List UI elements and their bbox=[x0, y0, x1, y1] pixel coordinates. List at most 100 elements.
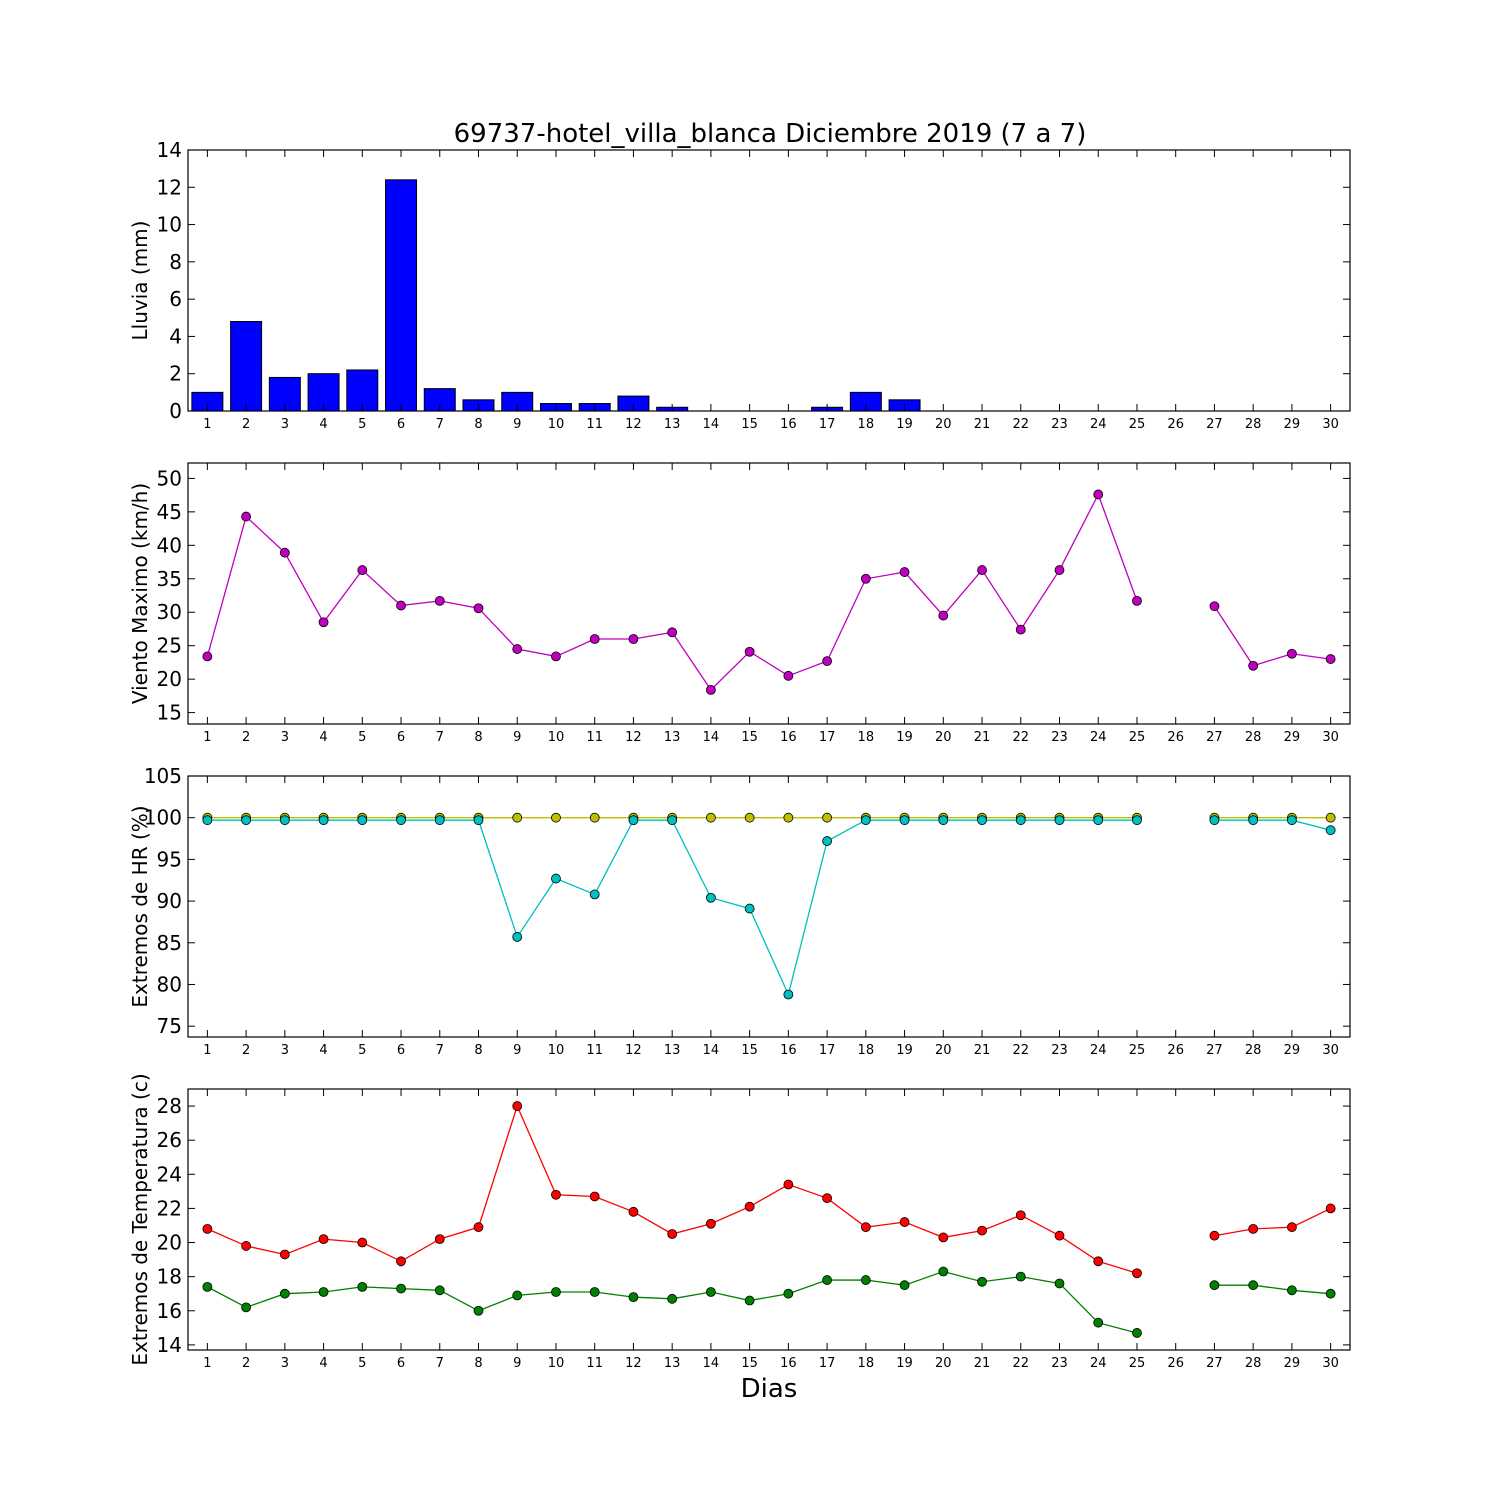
y-tick-label: 40 bbox=[157, 533, 182, 557]
series-2-point-day-3 bbox=[279, 815, 290, 826]
y-axis-label: Lluvia (mm) bbox=[128, 221, 152, 341]
series-2-point-day-14 bbox=[706, 1287, 716, 1297]
x-tick-label: 14 bbox=[703, 1356, 720, 1371]
x-tick-label: 22 bbox=[1012, 1356, 1029, 1371]
x-tick-label: 9 bbox=[513, 1356, 521, 1371]
series-1-line-segment bbox=[1213, 605, 1331, 667]
x-tick-label: 13 bbox=[664, 1043, 681, 1058]
series-1-point-day-28 bbox=[1248, 660, 1259, 671]
x-tick-label: 13 bbox=[664, 1356, 681, 1371]
x-tick-label: 30 bbox=[1322, 417, 1339, 432]
x-tick-label: 27 bbox=[1206, 417, 1223, 432]
y-tick-label: 2 bbox=[169, 362, 182, 386]
series-2-point-day-1 bbox=[202, 1281, 213, 1292]
y-tick-label: 50 bbox=[157, 466, 182, 490]
x-tick-label: 18 bbox=[858, 1043, 875, 1058]
x-tick-label: 10 bbox=[548, 1356, 565, 1371]
series-1-point-day-13 bbox=[667, 1229, 678, 1239]
y-tick-label: 45 bbox=[157, 500, 182, 524]
series-2-point-day-1 bbox=[202, 815, 213, 826]
x-tick-label: 20 bbox=[935, 1356, 952, 1371]
x-tick-label: 7 bbox=[436, 417, 444, 432]
series-1-point-day-9 bbox=[512, 644, 523, 654]
series-1-point-day-24 bbox=[1093, 1256, 1104, 1267]
series-2-point-day-29 bbox=[1287, 1285, 1297, 1296]
x-tick-label: 1 bbox=[203, 730, 211, 745]
series-2-point-day-13 bbox=[667, 815, 678, 826]
series-1-point-day-27 bbox=[1209, 1230, 1220, 1241]
x-tick-label: 1 bbox=[203, 1043, 211, 1058]
series-1-point-day-29 bbox=[1287, 1222, 1297, 1233]
series-1-point-day-2 bbox=[241, 1241, 252, 1251]
series-2-point-day-21 bbox=[977, 1276, 987, 1287]
y-tick-label: 75 bbox=[157, 1014, 182, 1038]
x-tick-label: 2 bbox=[242, 730, 250, 745]
series-2-point-day-17 bbox=[822, 1275, 832, 1285]
x-tick-label: 29 bbox=[1284, 417, 1301, 432]
x-tick-label: 9 bbox=[513, 417, 521, 432]
series-1-point-day-18 bbox=[860, 1222, 871, 1233]
x-tick-label: 14 bbox=[703, 730, 720, 745]
series-1-point-day-5 bbox=[357, 565, 368, 575]
series-2-point-day-15 bbox=[744, 903, 755, 914]
series-1-point-day-23 bbox=[1054, 1230, 1065, 1241]
y-tick-label: 4 bbox=[169, 324, 182, 348]
series-1-point-day-20 bbox=[938, 1232, 949, 1243]
series-2-point-day-3 bbox=[279, 1288, 290, 1299]
y-tick-label: 95 bbox=[157, 847, 182, 871]
series-1-point-day-10 bbox=[551, 1189, 561, 1200]
series-1-point-day-29 bbox=[1287, 648, 1297, 659]
series-1-point-day-14 bbox=[706, 812, 716, 823]
x-tick-label: 30 bbox=[1322, 1043, 1339, 1058]
x-tick-label: 3 bbox=[281, 417, 289, 432]
series-2-point-day-24 bbox=[1093, 815, 1104, 826]
y-tick-label: 6 bbox=[169, 287, 182, 311]
x-tick-label: 11 bbox=[586, 1356, 603, 1371]
series-1-point-day-17 bbox=[822, 656, 832, 666]
series-1-point-day-3 bbox=[279, 547, 290, 558]
series-1-point-day-2 bbox=[241, 511, 252, 522]
series-2-line-segment bbox=[1214, 819, 1331, 831]
series-1-point-day-17 bbox=[822, 1193, 832, 1204]
y-tick-label: 25 bbox=[157, 634, 182, 658]
series-1-point-day-15 bbox=[744, 812, 755, 823]
chart-title: 69737-hotel_villa_blanca Diciembre 2019 … bbox=[454, 119, 1087, 149]
series-1-point-day-9 bbox=[512, 812, 523, 823]
series-1-point-day-4 bbox=[318, 1234, 329, 1245]
series-1-point-day-1 bbox=[202, 651, 213, 662]
x-tick-label: 17 bbox=[819, 730, 836, 745]
x-tick-label: 4 bbox=[319, 1043, 327, 1058]
x-tick-label: 16 bbox=[780, 1043, 797, 1058]
series-1-point-day-20 bbox=[938, 610, 949, 621]
x-tick-label: 8 bbox=[474, 1356, 482, 1371]
bar-day-6 bbox=[385, 179, 418, 412]
x-tick-label: 18 bbox=[858, 730, 875, 745]
y-tick-label: 20 bbox=[157, 1231, 182, 1255]
x-tick-label: 18 bbox=[858, 1356, 875, 1371]
series-1-point-day-4 bbox=[318, 617, 329, 628]
series-1-point-day-12 bbox=[628, 1206, 639, 1217]
x-tick-label: 21 bbox=[974, 417, 991, 432]
x-tick-label: 6 bbox=[397, 417, 405, 432]
series-2-point-day-18 bbox=[860, 815, 871, 826]
y-tick-label: 0 bbox=[169, 399, 182, 423]
series-1-point-day-15 bbox=[744, 646, 755, 657]
series-2-point-day-21 bbox=[977, 815, 987, 826]
series-2-point-day-12 bbox=[628, 1292, 639, 1303]
series-2-point-day-30 bbox=[1325, 1288, 1336, 1299]
x-tick-label: 12 bbox=[625, 1356, 642, 1371]
y-tick-label: 16 bbox=[157, 1299, 182, 1323]
x-tick-label: 19 bbox=[896, 730, 913, 745]
series-1-point-day-16 bbox=[783, 1179, 794, 1190]
series-2-point-day-13 bbox=[667, 1293, 678, 1304]
series-2-point-day-17 bbox=[822, 836, 832, 846]
x-tick-label: 20 bbox=[935, 417, 952, 432]
series-1-point-day-16 bbox=[783, 670, 794, 681]
series-2-line-segment bbox=[1214, 1284, 1331, 1295]
x-tick-label: 5 bbox=[358, 1356, 366, 1371]
x-tick-label: 5 bbox=[358, 730, 366, 745]
x-tick-label: 15 bbox=[741, 730, 758, 745]
